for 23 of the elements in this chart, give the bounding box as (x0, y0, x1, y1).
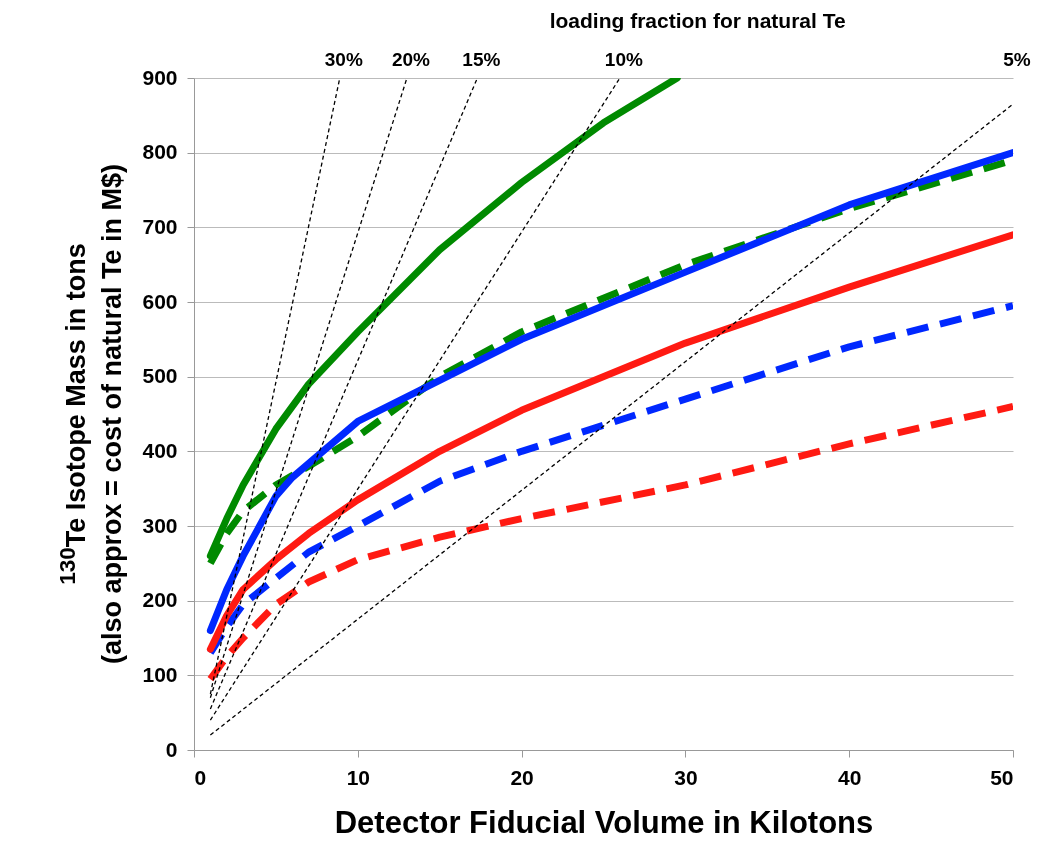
y-tick-label: 100 (142, 662, 178, 686)
y-tick-label: 600 (142, 289, 178, 313)
y-tick-label: 500 (142, 364, 178, 388)
x-tick-label: 40 (838, 765, 862, 789)
x-tick-label: 0 (194, 765, 207, 789)
y-tick-label: 700 (142, 214, 178, 238)
y-tick-label: 300 (142, 513, 178, 537)
series-label: 5% (1003, 49, 1031, 70)
series-label: 10% (604, 49, 643, 70)
y-tick-label: 0 (165, 737, 178, 761)
x-axis-title: Detector Fiducial Volume in Kilotons (334, 804, 874, 840)
series-label: 15% (462, 49, 501, 70)
y-tick-label: 400 (142, 438, 178, 462)
y-tick-label: 200 (142, 588, 178, 612)
y-tick-label: 800 (142, 140, 178, 164)
x-tick-label: 10 (346, 765, 370, 789)
series-label: 20% (391, 49, 431, 70)
x-tick-label: 20 (510, 765, 534, 789)
y-tick-label: 900 (142, 65, 178, 89)
text: loading fraction for natural Te (549, 9, 846, 32)
series-label: 30% (324, 49, 363, 70)
x-tick-label: 50 (990, 765, 1014, 789)
x-tick-label: 30 (674, 765, 698, 789)
